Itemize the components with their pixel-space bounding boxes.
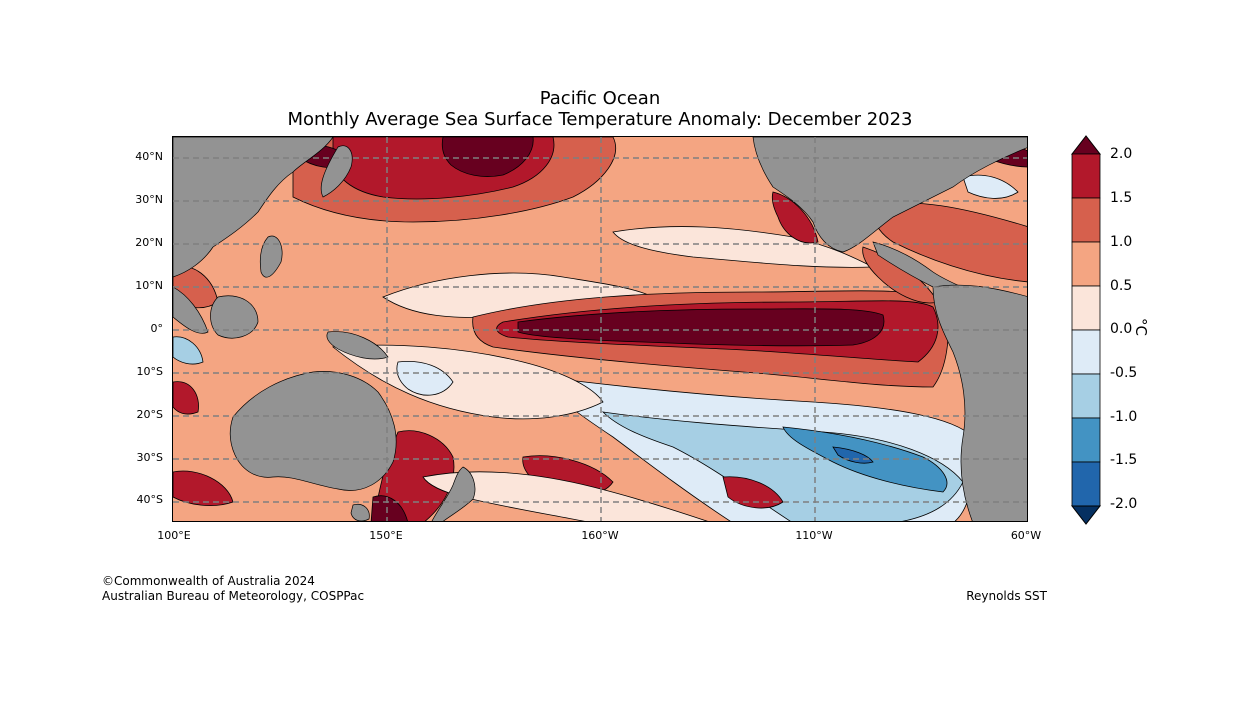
colorbar: [1070, 135, 1102, 525]
map-title: Pacific Ocean: [539, 88, 661, 109]
sst-contour-tasman-2: [370, 495, 408, 521]
colorbar-level-1: [1071, 153, 1101, 199]
agency-text: Australian Bureau of Meteorology, COSPPa…: [102, 589, 365, 603]
lon-label-60w: 60°W: [1010, 529, 1042, 542]
colorbar-tick-0-0: 0.0: [1110, 321, 1133, 337]
colorbar-unit-label: °C: [1132, 318, 1150, 336]
lon-label-150e: 150°E: [369, 529, 403, 542]
colorbar-tick-2-0: 2.0: [1110, 146, 1133, 162]
colorbar-level-8: [1071, 461, 1101, 507]
land-north-america: [752, 137, 1027, 253]
colorbar-level-3: [1071, 241, 1101, 287]
sst-contour-atlantic: [872, 202, 1027, 283]
colorbar-over-triangle: [1070, 135, 1102, 155]
lat-label-40n: 40°N: [135, 150, 163, 163]
lat-label-20n: 20°N: [135, 236, 163, 249]
gridlines: [173, 137, 1027, 521]
data-source-text: Reynolds SST: [966, 589, 1047, 603]
lat-label-0: 0°: [150, 322, 164, 335]
land-new-zealand: [431, 466, 476, 521]
land-south-america: [932, 284, 1027, 521]
colorbar-tick-0-5: 0.5: [1110, 278, 1133, 294]
sst-contour-warm-3: [517, 308, 885, 347]
sst-contour-california: [771, 191, 819, 244]
map-subtitle: Monthly Average Sea Surface Temperature …: [287, 109, 913, 130]
colorbar-tick-neg-1-5: -1.5: [1110, 452, 1138, 468]
land-masses: [173, 137, 1027, 521]
colorbar-tick-1-0: 1.0: [1110, 234, 1133, 250]
lon-label-100e: 100°E: [157, 529, 191, 542]
lat-label-30n: 30°N: [135, 193, 163, 206]
land-new-guinea: [326, 331, 389, 360]
lon-label-160w: 160°W: [581, 529, 619, 542]
land-sumatra: [173, 286, 209, 334]
colorbar-tick-neg-0-5: -0.5: [1110, 365, 1138, 381]
lat-label-10s: 10°S: [136, 365, 163, 378]
copyright-text: ©Commonwealth of Australia 2024: [102, 574, 315, 588]
sst-contour-cool-coral: [396, 361, 454, 396]
land-borneo: [210, 295, 259, 339]
sst-contour-indian-warm-s: [173, 381, 199, 415]
colorbar-level-4: [1071, 285, 1101, 331]
sst-contour-atlantic-cool: [962, 174, 1019, 199]
lat-label-30s: 30°S: [136, 451, 163, 464]
lat-label-20s: 20°S: [136, 408, 163, 421]
colorbar-tick-neg-1-0: -1.0: [1110, 409, 1138, 425]
lat-label-10n: 10°N: [135, 279, 163, 292]
sst-contour-indian-cool: [173, 336, 204, 365]
colorbar-level-6: [1071, 373, 1101, 419]
sst-anomaly-map-svg: [173, 137, 1027, 521]
colorbar-tick-1-5: 1.5: [1110, 190, 1133, 206]
colorbar-under-triangle: [1070, 505, 1102, 525]
lat-label-40s: 40°S: [136, 493, 163, 506]
land-tasmania: [350, 503, 370, 521]
colorbar-level-5: [1071, 329, 1101, 375]
lon-label-110w: 110°W: [795, 529, 833, 542]
land-philippines: [259, 235, 283, 278]
colorbar-level-7: [1071, 417, 1101, 463]
colorbar-level-2: [1071, 197, 1101, 243]
colorbar-tick-neg-2-0: -2.0: [1110, 496, 1138, 512]
sst-contour-np-warm-3: [441, 137, 534, 177]
land-asia: [173, 137, 334, 278]
sst-anomaly-map: [172, 136, 1028, 522]
land-australia: [229, 371, 397, 491]
sst-contour-cool-se-2: [601, 411, 964, 521]
